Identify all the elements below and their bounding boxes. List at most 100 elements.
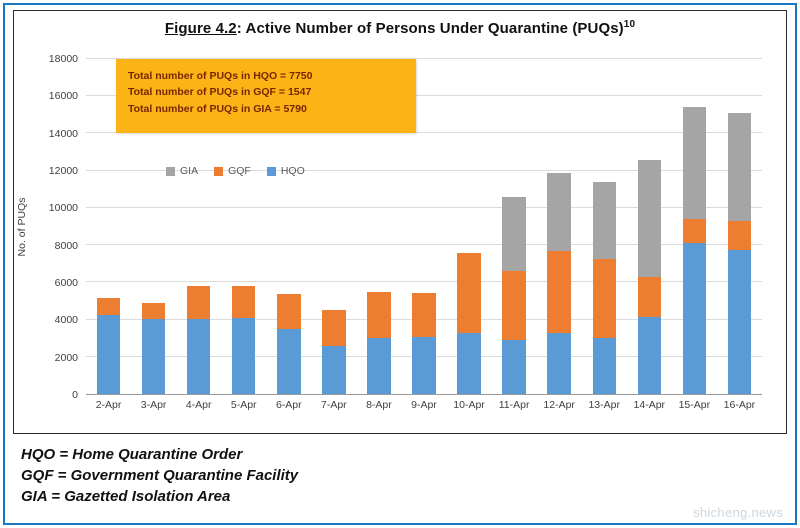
- bar-column-7-apr: 7-Apr: [311, 59, 356, 411]
- bar-segment-gqf: [547, 250, 571, 333]
- watermark: shicheng.news: [693, 505, 783, 520]
- bar-segment-hqo: [96, 314, 121, 394]
- bar-segment-gqf: [186, 286, 211, 319]
- legend-label: GQF: [228, 165, 251, 177]
- y-tick-label: 4000: [54, 314, 78, 327]
- title-text: : Active Number of Persons Under Quarant…: [236, 20, 624, 37]
- stacked-bar: [141, 59, 166, 394]
- bar-column-16-apr: 16-Apr: [717, 59, 762, 411]
- stacked-bar: [96, 59, 121, 394]
- y-tick-label: 14000: [48, 127, 78, 140]
- title-superscript: 10: [623, 19, 636, 30]
- legend-swatch-icon: [266, 166, 276, 176]
- bar-segment-gqf: [232, 286, 256, 318]
- gridline: [86, 95, 762, 97]
- stacked-bar: [592, 59, 616, 394]
- gridline: [86, 244, 762, 246]
- bar-segment-hqo: [186, 318, 211, 394]
- x-tick-label: 10-Apr: [453, 399, 485, 411]
- legend: GIA GQF HQO: [166, 165, 305, 177]
- stacked-bar: [277, 59, 301, 394]
- x-tick-label: 4-Apr: [185, 399, 212, 411]
- bar-segment-hqo: [637, 316, 661, 394]
- bar-segment-gia: [637, 159, 661, 277]
- annotation-line: Total number of PUQs in HQO = 7750: [128, 70, 313, 82]
- chart-title: Figure 4.2: Active Number of Persons Und…: [14, 19, 786, 37]
- x-tick-label: 7-Apr: [321, 399, 347, 411]
- bar-segment-gqf: [277, 293, 301, 329]
- stacked-bar: [186, 59, 211, 394]
- bar-column-11-apr: 11-Apr: [492, 59, 537, 411]
- bar-column-10-apr: 10-Apr: [447, 59, 492, 411]
- legend-label: HQO: [280, 165, 305, 177]
- y-axis-label: No. of PUQs: [16, 197, 28, 257]
- bar-segment-gqf: [412, 292, 436, 338]
- bar-segment-gqf: [637, 276, 661, 317]
- bar-segment-gqf: [592, 259, 616, 339]
- bars: 2-Apr 3-Apr 4-Apr 5-Apr 6-Apr 7-Apr 8-Apr 9-Apr…: [86, 59, 762, 411]
- stacked-bar: [682, 59, 707, 394]
- x-tick-label: 12-Apr: [543, 399, 575, 411]
- x-tick-label: 15-Apr: [678, 399, 711, 411]
- stacked-bar: [412, 59, 436, 394]
- x-tick-label: 2-Apr: [95, 399, 122, 411]
- stacked-bar: [457, 59, 481, 394]
- bar-column-15-apr: 15-Apr: [672, 59, 717, 411]
- x-tick-label: 3-Apr: [140, 399, 167, 411]
- legend-swatch-icon: [166, 166, 175, 176]
- bar-column-6-apr: 6-Apr: [266, 59, 311, 411]
- bar-segment-gqf: [502, 271, 526, 341]
- legend-swatch-icon: [214, 166, 224, 176]
- bar-segment-gia: [592, 181, 616, 260]
- stacked-bar: [502, 59, 526, 394]
- bar-segment-hqo: [727, 249, 752, 394]
- blue-border-frame: Figure 4.2: Active Number of Persons Und…: [3, 3, 797, 525]
- y-tick-label: 6000: [54, 277, 78, 289]
- y-axis-ticks: 0 2000 4000 6000 8000 10000 12000 14000 16000 180…: [38, 53, 86, 401]
- y-tick-label: 18000: [48, 53, 78, 65]
- annotation-line: Total number of PUQs in GQF = 1547: [128, 86, 312, 99]
- figure-box: Figure 4.2: Active Number of Persons Und…: [13, 10, 787, 434]
- bar-column-3-apr: 3-Apr: [131, 59, 176, 411]
- bar-segment-hqo: [277, 328, 301, 394]
- footnotes: HQO = Home Quarantine Order GQF = Governm…: [21, 444, 795, 507]
- bar-segment-hqo: [141, 318, 166, 394]
- bar-segment-hqo: [502, 340, 526, 394]
- bar-column-8-apr: 8-Apr: [356, 59, 401, 411]
- x-tick-label: 11-Apr: [498, 399, 530, 411]
- legend-item-gia: GIA: [166, 165, 198, 177]
- y-tick-label: 2000: [54, 351, 78, 364]
- bar-column-13-apr: 13-Apr: [582, 59, 627, 411]
- chart-area: No. of PUQs 0 2000 4000 6000 8000 10000 12000 1…: [16, 53, 762, 411]
- bar-segment-gqf: [727, 220, 752, 250]
- x-tick-label: 16-Apr: [723, 399, 756, 411]
- bar-column-9-apr: 9-Apr: [401, 59, 446, 411]
- bar-segment-hqo: [367, 338, 391, 394]
- y-tick-label: 10000: [48, 202, 78, 215]
- gridline: [86, 58, 762, 59]
- bar-segment-hqo: [547, 332, 571, 394]
- stacked-bar: [547, 59, 571, 394]
- gridline: [86, 132, 762, 134]
- bar-segment-hqo: [682, 243, 707, 394]
- x-tick-label: 8-Apr: [366, 399, 392, 411]
- x-tick-label: 6-Apr: [275, 399, 302, 411]
- stacked-bar: [727, 59, 752, 394]
- stacked-bar: [232, 59, 256, 394]
- bar-segment-hqo: [592, 338, 616, 394]
- bar-segment-gia: [547, 172, 571, 251]
- bar-segment-gqf: [457, 252, 481, 333]
- bar-segment-hqo: [457, 332, 481, 394]
- bar-segment-gqf: [682, 219, 707, 244]
- bar-column-4-apr: 4-Apr: [176, 59, 221, 411]
- y-tick-label: 12000: [48, 165, 78, 177]
- bar-column-12-apr: 12-Apr: [537, 59, 582, 411]
- y-tick-label: 8000: [54, 239, 78, 252]
- stacked-bar: [637, 59, 661, 394]
- bar-column-5-apr: 5-Apr: [221, 59, 266, 411]
- x-tick-label: 13-Apr: [588, 399, 620, 411]
- bar-segment-hqo: [412, 337, 436, 394]
- bar-segment-hqo: [322, 345, 346, 394]
- bar-segment-gia: [682, 107, 707, 220]
